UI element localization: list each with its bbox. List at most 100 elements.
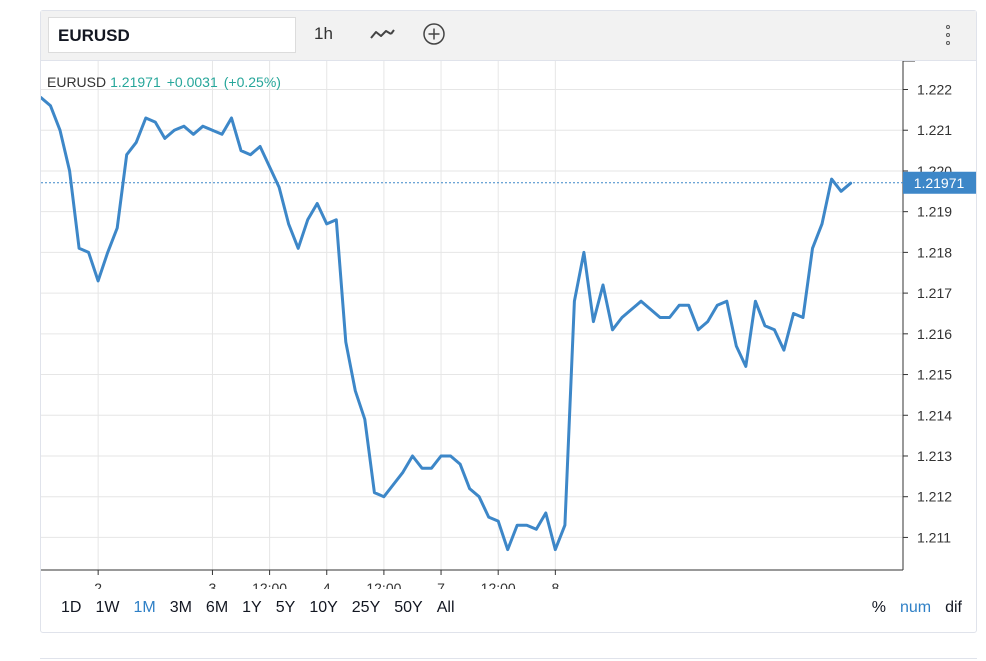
data-point bbox=[87, 251, 90, 254]
data-point bbox=[830, 177, 833, 181]
compare-button[interactable] bbox=[418, 19, 450, 49]
data-point bbox=[468, 487, 471, 490]
range-10y-button[interactable]: 10Y bbox=[309, 599, 338, 616]
data-point bbox=[649, 308, 652, 311]
y-tick-label: 1.211 bbox=[917, 529, 951, 545]
data-point bbox=[163, 137, 166, 140]
data-point bbox=[582, 251, 586, 254]
last-price-label: 1.21971 bbox=[914, 175, 965, 191]
y-tick-label: 1.216 bbox=[917, 326, 952, 342]
data-point bbox=[106, 251, 109, 254]
price-chart[interactable]: 1.211 1.212 1.213 1.214 1.215 1.216 1.217 1.218… bbox=[41, 61, 976, 589]
data-point bbox=[449, 454, 452, 458]
data-point bbox=[611, 328, 614, 331]
legend-symbol: EURUSD bbox=[47, 74, 107, 90]
divider bbox=[40, 658, 977, 659]
data-point bbox=[211, 129, 214, 132]
data-point bbox=[620, 316, 624, 319]
more-options-button[interactable] bbox=[938, 21, 958, 49]
x-tick-label: 12:00 bbox=[481, 580, 516, 589]
legend-change-pct: (+0.25%) bbox=[223, 74, 281, 90]
range-5y-button[interactable]: 5Y bbox=[275, 599, 296, 616]
data-point bbox=[116, 226, 119, 230]
range-25y-button[interactable]: 25Y bbox=[351, 599, 381, 616]
data-point bbox=[239, 149, 243, 152]
data-point bbox=[325, 222, 328, 226]
data-point bbox=[592, 320, 595, 323]
price-series-line bbox=[41, 96, 853, 552]
data-point bbox=[58, 129, 62, 132]
data-point bbox=[687, 304, 690, 307]
range-1d-button[interactable]: 1D bbox=[61, 599, 82, 616]
x-tick-label: 7 bbox=[437, 580, 445, 589]
data-point bbox=[173, 129, 176, 132]
legend-change: +0.0031 bbox=[166, 74, 218, 90]
data-point bbox=[125, 153, 128, 156]
data-point bbox=[382, 495, 386, 498]
interval-button[interactable]: 1h bbox=[314, 24, 333, 43]
more-vertical-icon bbox=[946, 25, 950, 29]
data-point bbox=[41, 96, 43, 99]
chart-widget: EURUSD 1h 1.211 1.212 1.213 1.214 1.215 1 bbox=[40, 10, 977, 633]
scale-num-button[interactable]: num bbox=[899, 599, 932, 616]
x-tick-label: 4 bbox=[323, 580, 331, 589]
data-point bbox=[420, 467, 424, 470]
y-tick-label: 1.217 bbox=[917, 285, 952, 301]
data-point bbox=[754, 300, 757, 303]
chart-type-button[interactable] bbox=[366, 19, 398, 49]
data-point bbox=[782, 348, 786, 352]
data-point bbox=[525, 524, 528, 527]
data-point bbox=[268, 165, 271, 169]
data-point bbox=[192, 133, 195, 136]
data-point bbox=[678, 304, 681, 307]
data-point bbox=[316, 202, 319, 205]
range-6m-button[interactable]: 6M bbox=[205, 599, 229, 616]
data-point bbox=[487, 515, 490, 519]
data-point bbox=[820, 222, 824, 226]
data-point bbox=[430, 467, 433, 470]
line-chart-icon bbox=[370, 29, 395, 39]
data-point bbox=[220, 133, 224, 136]
data-point bbox=[392, 483, 395, 486]
data-point bbox=[363, 418, 366, 421]
symbol-input[interactable]: EURUSD bbox=[48, 17, 296, 53]
plus-circle-icon bbox=[423, 23, 445, 45]
range-selector: 1D 1W 1M 3M 6M 1Y 5Y 10Y 25Y 50Y All bbox=[61, 599, 469, 617]
data-point bbox=[811, 247, 814, 250]
y-tick-label: 1.214 bbox=[917, 407, 952, 423]
data-point bbox=[763, 324, 767, 327]
data-point bbox=[639, 300, 643, 303]
range-1w-button[interactable]: 1W bbox=[95, 599, 120, 616]
x-tick-label: 3 bbox=[209, 580, 217, 589]
data-point bbox=[516, 524, 519, 527]
data-point bbox=[373, 491, 376, 494]
data-point bbox=[801, 316, 805, 319]
range-1y-button[interactable]: 1Y bbox=[242, 599, 262, 616]
data-point bbox=[735, 344, 738, 348]
data-point bbox=[306, 218, 309, 221]
data-point bbox=[335, 218, 338, 221]
data-point bbox=[573, 300, 576, 303]
data-point bbox=[497, 519, 500, 523]
range-all-button[interactable]: All bbox=[436, 599, 455, 616]
range-50y-button[interactable]: 50Y bbox=[394, 599, 423, 616]
data-point bbox=[354, 389, 357, 392]
data-point bbox=[182, 125, 186, 128]
range-3m-button[interactable]: 3M bbox=[169, 599, 192, 616]
data-point bbox=[401, 471, 405, 474]
data-point bbox=[154, 120, 157, 124]
data-point bbox=[792, 312, 795, 315]
last-price-tag: 1.21971 bbox=[903, 171, 976, 194]
data-point bbox=[839, 190, 843, 193]
range-1m-button[interactable]: 1M bbox=[133, 599, 156, 616]
data-point bbox=[135, 141, 138, 144]
data-point bbox=[706, 320, 709, 323]
data-point bbox=[773, 328, 776, 331]
legend-last-price: 1.21971 bbox=[110, 74, 161, 90]
scale-percent-button[interactable]: % bbox=[871, 599, 886, 616]
scale-dif-button[interactable]: dif bbox=[945, 599, 962, 616]
y-tick-label: 1.218 bbox=[917, 244, 952, 260]
data-point bbox=[201, 125, 205, 128]
data-point bbox=[277, 186, 281, 189]
x-tick-label: 12:00 bbox=[366, 580, 401, 589]
